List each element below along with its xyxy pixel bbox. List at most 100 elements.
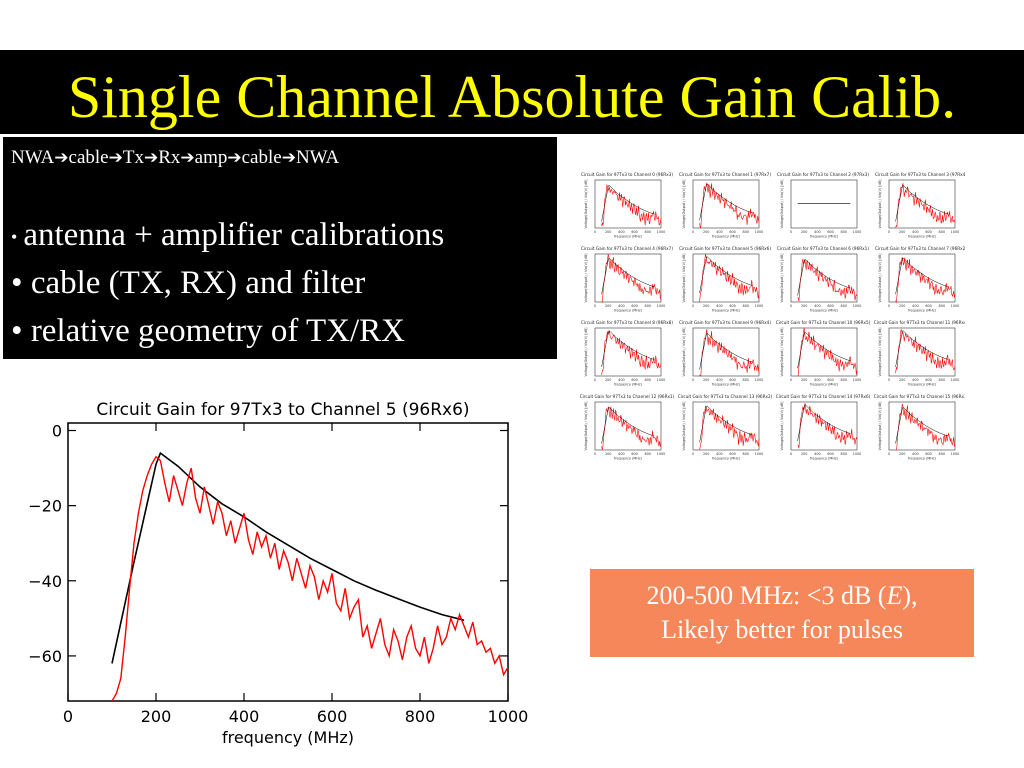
thumbnail-xtick: 0 (692, 452, 694, 456)
x-tick-label: 800 (405, 707, 436, 726)
thumbnail-xtick: 800 (743, 304, 749, 308)
thumbnail-xtick: 0 (692, 304, 694, 308)
plot-frame (67, 422, 509, 702)
right-arrow-icon: ➔ (108, 148, 123, 168)
thumbnail-xtick: 400 (912, 304, 918, 308)
thumbnail-plot: Circuit Gain for 97Tx3 to Channel 4 (96R… (581, 246, 673, 313)
thumbnail-xtick: 400 (618, 230, 624, 234)
slide-title: Single Channel Absolute Gain Calib. (67, 64, 957, 130)
thumbnail-measured-curve (797, 328, 858, 377)
x-tick-label: 1000 (488, 707, 529, 726)
thumbnail-ylabel: Voltage(Output) / Vin(V) [dB] (584, 179, 588, 229)
thumbnail-ylabel: Voltage(Output) / Vin(V) [dB] (780, 401, 784, 451)
right-arrow-icon: ➔ (227, 148, 242, 168)
thumbnail-xtick: 600 (925, 230, 931, 234)
note-line-2: Likely better for pulses (661, 615, 903, 644)
thumbnail-xtick: 600 (631, 452, 637, 456)
chain-step: Rx (158, 147, 181, 168)
thumbnail-xtick: 400 (618, 378, 624, 382)
thumbnail-xtick: 200 (703, 378, 709, 382)
thumbnail-measured-curve (699, 253, 760, 302)
thumbnail-xtick: 1000 (657, 452, 666, 456)
thumbnail-xtick: 200 (899, 452, 905, 456)
thumbnail-frame (790, 179, 858, 229)
thumbnail-xtick: 200 (605, 378, 611, 382)
thumbnail-title: Circuit Gain for 97Tx3 to Channel 2 (97R… (777, 172, 869, 177)
thumbnail-frame (692, 327, 760, 377)
thumbnail-xtick: 800 (841, 378, 847, 382)
thumbnail-model-curve (797, 331, 851, 369)
chart-title: Circuit Gain for 97Tx3 to Channel 5 (96R… (96, 400, 469, 420)
thumbnail-plot: Circuit Gain for 97Tx3 to Channel 9 (96R… (679, 320, 771, 387)
thumbnail-xtick: 800 (841, 304, 847, 308)
thumbnail-xtick: 800 (939, 378, 945, 382)
thumbnail-xtick: 400 (912, 452, 918, 456)
thumbnail-model-curve (895, 257, 949, 295)
thumbnail-plot: Circuit Gain for 97Tx3 to Channel 15 (96… (874, 394, 965, 461)
thumbnail-measured-curve (895, 257, 956, 304)
bullet-text: relative geometry of TX/RX (30, 313, 406, 349)
thumbnail-plot: Circuit Gain for 97Tx3 to Channel 7 (96R… (875, 246, 965, 313)
thumbnail-ylabel: Voltage(Output) / Vin(V) [dB] (878, 327, 882, 377)
thumbnail-plot: Circuit Gain for 97Tx3 to Channel 13 (96… (678, 394, 773, 461)
thumbnail-xlabel: frequency (MHz) (908, 383, 937, 387)
thumbnail-plot: Circuit Gain for 97Tx3 to Channel 14 (97… (776, 394, 871, 461)
thumbnail-xtick: 1000 (755, 230, 764, 234)
thumbnail-xtick: 800 (645, 230, 651, 234)
thumbnail-xtick: 0 (594, 378, 596, 382)
thumbnail-plot: Circuit Gain for 97Tx3 to Channel 6 (96R… (777, 246, 869, 313)
thumbnail-xlabel: frequency (MHz) (712, 235, 741, 239)
thumbnail-title: Circuit Gain for 97Tx3 to Channel 9 (96R… (679, 320, 771, 325)
thumbnail-ylabel: Voltage(Output) / Vin(V) [dB] (584, 253, 588, 303)
thumbnail-model-curve (797, 404, 851, 441)
thumbnail-xlabel: frequency (MHz) (810, 383, 839, 387)
thumbnail-ylabel: Voltage(Output) / Vin(V) [dB] (878, 253, 882, 303)
thumbnail-measured-curve (601, 253, 662, 303)
thumbnail-xtick: 0 (594, 304, 596, 308)
thumbnail-xtick: 200 (605, 452, 611, 456)
thumbnail-model-curve (895, 330, 949, 367)
thumbnail-xtick: 600 (925, 378, 931, 382)
thumbnail-xtick: 600 (729, 378, 735, 382)
thumbnail-xtick: 600 (827, 378, 833, 382)
bullet-item-cable: • cable (TX, RX) and filter (11, 263, 365, 303)
chain-step: amp (194, 147, 228, 168)
chain-step: NWA (295, 147, 340, 168)
thumbnail-xtick: 600 (631, 230, 637, 234)
thumbnail-xlabel: frequency (MHz) (810, 457, 839, 461)
thumbnail-ylabel: Voltage(Output) / Vin(V) [dB] (682, 327, 686, 377)
thumbnail-xtick: 200 (801, 452, 807, 456)
thumbnail-title: Circuit Gain for 97Tx3 to Channel 14 (97… (776, 394, 871, 399)
thumbnail-xtick: 1000 (755, 304, 764, 308)
thumbnail-xtick: 200 (899, 230, 905, 234)
thumbnail-title: Circuit Gain for 97Tx3 to Channel 7 (96R… (875, 246, 965, 251)
thumbnail-plot: Circuit Gain for 97Tx3 to Channel 0 (96R… (581, 172, 673, 239)
thumbnail-model-curve (895, 406, 949, 444)
bullet-item-antenna: • antenna + amplifier calibrations (11, 215, 444, 257)
thumbnail-xtick: 200 (899, 304, 905, 308)
note-line-1: 200-500 MHz: <3 dB (E), (646, 581, 918, 610)
title-bar (0, 50, 1024, 134)
thumbnail-xlabel: frequency (MHz) (810, 235, 839, 239)
thumbnail-title: Circuit Gain for 97Tx3 to Channel 15 (96… (874, 394, 965, 399)
thumbnail-xtick: 600 (729, 452, 735, 456)
thumbnail-plot: Circuit Gain for 97Tx3 to Channel 10 (96… (776, 320, 871, 387)
thumbnail-xtick: 0 (888, 230, 890, 234)
thumbnail-xtick: 600 (827, 230, 833, 234)
thumbnail-ylabel: Voltage(Output) / Vin(V) [dB] (682, 401, 686, 451)
thumbnail-xtick: 600 (827, 304, 833, 308)
right-arrow-icon: ➔ (281, 148, 296, 168)
thumbnail-xtick: 800 (939, 304, 945, 308)
thumbnail-frame (790, 401, 858, 451)
thumbnail-model-curve (699, 256, 753, 293)
thumbnail-xtick: 1000 (853, 304, 862, 308)
thumbnail-xtick: 800 (645, 304, 651, 308)
thumbnail-measured-curve (895, 183, 956, 229)
thumbnail-xtick: 0 (888, 304, 890, 308)
gain-chart: Circuit Gain for 97Tx3 to Channel 5 (96R… (28, 400, 529, 747)
thumbnail-xlabel: frequency (MHz) (712, 309, 741, 313)
thumbnail-xtick: 200 (703, 230, 709, 234)
thumbnail-title: Circuit Gain for 97Tx3 to Channel 1 (97R… (679, 172, 771, 177)
thumbnail-xtick: 400 (716, 230, 722, 234)
right-arrow-icon: ➔ (54, 148, 69, 168)
